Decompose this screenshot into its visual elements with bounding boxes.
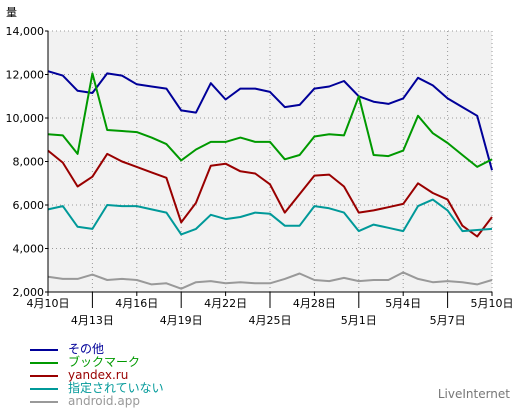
x-tick-label: 4月28日 (293, 297, 336, 310)
x-tick-label: 4月13日 (71, 314, 114, 327)
y-tick-label: 2,000 (13, 286, 45, 299)
legend-swatch (30, 387, 58, 390)
legend-swatch (30, 361, 58, 364)
legend-swatch (30, 400, 58, 403)
y-tick-label: 10,000 (6, 112, 45, 125)
legend-item-0: その他 (30, 343, 164, 356)
brand-label: LiveInternet (437, 387, 510, 401)
series-lines (47, 70, 493, 290)
legend-item-2: yandex.ru (30, 369, 164, 382)
legend-swatch (30, 374, 58, 377)
legend-item-1: ブックマーク (30, 356, 164, 369)
legend-label: その他 (68, 342, 105, 356)
x-tick-label: 4月19日 (160, 314, 203, 327)
y-tick-label: 6,000 (13, 199, 45, 212)
plot-background (48, 31, 492, 292)
series-line-4 (47, 271, 493, 290)
legend-label: android.app (68, 394, 140, 408)
legend-item-3: 指定されていない (30, 382, 164, 395)
y-tick-label: 8,000 (13, 156, 45, 169)
series-line-0 (47, 70, 493, 171)
y-tick-label: 12,000 (6, 69, 45, 82)
x-tick-label: 5月7日 (430, 314, 466, 327)
series-line-3 (47, 198, 493, 236)
legend-label: 指定されていない (68, 381, 164, 395)
x-tick-label: 4月22日 (204, 297, 247, 310)
legend-item-4: android.app (30, 395, 164, 408)
series-line-2 (47, 149, 493, 238)
legend-label: ブックマーク (68, 355, 141, 369)
x-tick-label: 5月1日 (341, 314, 377, 327)
legend: その他 ブックマーク yandex.ru 指定されていない android.app (30, 343, 164, 408)
y-tick-label: 14,000 (6, 25, 45, 38)
x-tick-label: 5月4日 (385, 297, 421, 310)
x-tick-label: 4月10日 (27, 297, 70, 310)
plot-area (48, 31, 492, 292)
line-chart: 2,000 4,000 6,000 8,000 10,000 12,000 14,000 4月… (6, 6, 514, 327)
y-tick-label: 4,000 (13, 243, 45, 256)
x-tick-label: 4月25日 (249, 314, 292, 327)
x-tick-label: 5月10日 (471, 297, 514, 310)
legend-label: yandex.ru (68, 368, 129, 382)
legend-swatch (30, 348, 58, 351)
series-line-1 (47, 72, 493, 168)
x-tick-label: 4月16日 (115, 297, 158, 310)
y-axis-label: 量 (6, 6, 17, 19)
axes: 2,000 4,000 6,000 8,000 10,000 12,000 14,000 4月… (6, 25, 514, 327)
